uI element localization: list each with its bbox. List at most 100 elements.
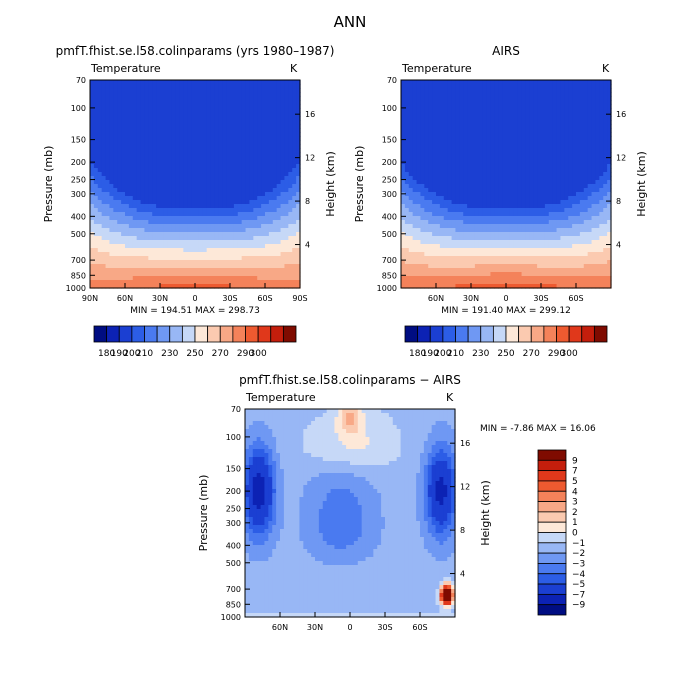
panel-airs-field-cell xyxy=(416,128,422,133)
panel-model-field-cell xyxy=(136,260,142,265)
panel-model-field-cell xyxy=(265,124,270,129)
panel-airs-field-cell xyxy=(412,220,418,225)
panel-model-field-cell xyxy=(280,148,286,153)
panel-airs-field-cell xyxy=(502,180,507,185)
panel-model-field-cell xyxy=(284,100,289,105)
panel-model-field-cell xyxy=(261,272,266,277)
panel-airs-field-cell xyxy=(436,208,441,213)
panel-model-field-cell xyxy=(132,168,138,173)
panel-model-field-cell xyxy=(280,220,286,225)
panel-model-field-cell xyxy=(218,284,223,289)
panel-model-field-cell xyxy=(253,160,258,165)
panel-airs-field-cell xyxy=(506,144,511,149)
panel-model-field-cell xyxy=(179,256,184,261)
panel-model-field-cell xyxy=(218,280,223,285)
panel-model-field-cell xyxy=(163,220,169,225)
panel-model-field-cell xyxy=(241,256,247,261)
panel-model-field-cell xyxy=(117,128,122,133)
panel-airs-field-cell xyxy=(560,180,565,185)
panel-model-field-cell xyxy=(245,112,251,117)
panel-model-field-cell xyxy=(167,204,173,209)
panel-airs-field-cell xyxy=(579,88,585,93)
panel-model-field-cell xyxy=(233,160,239,165)
panel-airs-field-cell xyxy=(529,184,534,189)
panel-airs-field-cell xyxy=(474,92,480,97)
panel-airs-field-cell xyxy=(482,92,488,97)
panel-model-field-cell xyxy=(113,212,118,217)
panel-airs-field-cell xyxy=(556,208,562,213)
panel-model-field-cell xyxy=(241,280,247,285)
panel-model-field-cell xyxy=(265,148,270,153)
panel-model-field-cell xyxy=(288,180,293,185)
panel-airs-field-cell xyxy=(591,144,597,149)
panel-airs-field-cell xyxy=(486,168,492,173)
panel-model-field-cell xyxy=(226,256,231,261)
panel-airs-field-cell xyxy=(467,172,472,177)
panel-airs-field-cell xyxy=(595,176,600,181)
panel-airs-field-cell xyxy=(432,164,437,169)
panel-airs-field-cell xyxy=(509,220,515,225)
panel-model-field-cell xyxy=(257,216,262,221)
panel-model-field-cell xyxy=(218,160,223,165)
panel-model-field-cell xyxy=(187,92,192,97)
panel-model-field-cell xyxy=(296,264,301,269)
panel-airs-field-cell xyxy=(436,188,441,193)
panel-airs-field-cell xyxy=(502,116,507,121)
panel-model-field-cell xyxy=(167,208,173,213)
panel-airs-field-cell xyxy=(447,220,453,225)
panel-airs-field-cell xyxy=(420,160,425,165)
panel-model-field-cell xyxy=(97,100,103,105)
panel-model-field-cell xyxy=(257,256,262,261)
panel-model-field-cell xyxy=(253,208,258,213)
panel-model-field-cell xyxy=(210,196,216,201)
panel-model-field-cell xyxy=(125,172,130,177)
panel-airs-field-cell xyxy=(521,220,527,225)
panel-airs-field-cell xyxy=(607,192,612,197)
panel-model-field-cell xyxy=(261,100,266,105)
panel-model-field-cell xyxy=(195,184,200,189)
panel-model-field-cell xyxy=(272,244,278,249)
panel-model-field-cell xyxy=(101,244,107,249)
panel-model-field-cell xyxy=(233,112,239,117)
panel-model-field-cell xyxy=(167,104,173,109)
panel-airs-field-cell xyxy=(408,156,414,161)
panel-model-field-cell xyxy=(167,268,173,273)
panel-model-field-cell xyxy=(222,256,227,261)
panel-airs-field-cell xyxy=(482,192,488,197)
panel-airs-field-cell xyxy=(509,124,515,129)
panel-model-field-cell xyxy=(237,112,243,117)
panel-airs-field-cell xyxy=(412,180,418,185)
panel-model-field-cell xyxy=(101,176,107,181)
panel-model-field-cell xyxy=(280,204,286,209)
panel-model-field-cell xyxy=(113,188,118,193)
panel-model-field-cell xyxy=(171,144,177,149)
panel-model-field-cell xyxy=(90,96,95,101)
panel-model-field-cell xyxy=(101,80,107,85)
panel-model-field-cell xyxy=(280,140,286,145)
panel-model-field-cell xyxy=(175,228,181,233)
panel-airs-field-cell xyxy=(560,224,565,229)
panel-airs-field-cell xyxy=(412,184,418,189)
panel-model-field-cell xyxy=(272,144,278,149)
panel-model-field-cell xyxy=(121,216,126,221)
panel-airs-field-cell xyxy=(579,204,585,209)
panel-model-field-cell xyxy=(292,132,297,137)
panel-model-field-cell xyxy=(206,132,212,137)
panel-airs-field-cell xyxy=(459,228,464,233)
panel-model-field-cell xyxy=(214,124,219,129)
panel-model-field-cell xyxy=(101,240,107,245)
panel-model-field-cell xyxy=(280,80,286,85)
panel-airs-field-cell xyxy=(556,180,562,185)
panel-model-field-cell xyxy=(210,124,216,129)
panel-airs-field-cell xyxy=(537,212,542,217)
panel-model-field-cell xyxy=(140,284,146,289)
panel-airs-field-cell xyxy=(478,196,484,201)
panel-airs-field-cell xyxy=(494,232,499,237)
panel-model-field-cell xyxy=(265,136,270,141)
panel-airs-field-cell xyxy=(401,140,406,145)
panel-airs-field-cell xyxy=(502,196,507,201)
panel-airs-field-cell xyxy=(513,232,519,237)
panel-model-field-cell xyxy=(237,212,243,217)
panel-airs-field-cell xyxy=(544,192,550,197)
panel-airs-field-cell xyxy=(533,152,538,157)
